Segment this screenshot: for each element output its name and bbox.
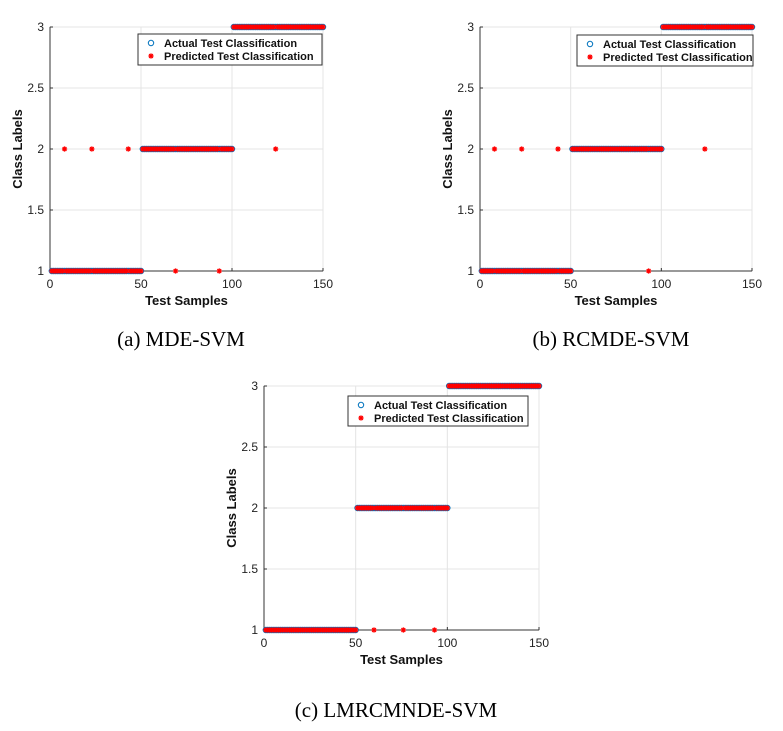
misclassified-point (172, 268, 179, 274)
misclassified-point (125, 146, 131, 152)
legend-box (576, 34, 754, 67)
legend-label-predicted: Predicted Test Classification (164, 51, 314, 63)
legend-asterisk-icon (148, 53, 154, 59)
y-tick-label: 2 (37, 142, 44, 156)
legend-label-actual: Actual Test Classification (164, 38, 297, 50)
y-axis-label: Class Labels (440, 109, 455, 189)
chart-panel-3: 0 50 100 150 1 1.5 2 2.5 3 Test Samples Class Labe… (224, 379, 549, 722)
y-axis-label: Class Labels (224, 468, 239, 548)
x-tick-label: 0 (47, 277, 54, 291)
x-tick-label: 0 (261, 636, 268, 650)
misclassified-point (61, 146, 68, 152)
x-tick-label: 150 (742, 277, 762, 291)
misclassified-point (646, 268, 652, 274)
legend-label-actual: Actual Test Classification (603, 39, 736, 51)
legend-circle-icon (357, 401, 365, 409)
x-tick-label: 100 (222, 277, 242, 291)
x-tick-label: 0 (477, 277, 484, 291)
x-tick-label: 100 (437, 636, 457, 650)
legend-asterisk-icon (358, 415, 364, 421)
figure-caption: (a) MDE-SVM (117, 327, 245, 351)
misclassified-point (519, 146, 525, 152)
x-tick-label: 50 (564, 277, 578, 291)
y-tick-label: 1.5 (457, 203, 474, 217)
chart-panel-1: 0 50 100 150 1 1.5 2 2.5 3 Test Samples Class Labe… (10, 20, 333, 351)
predicted-point (229, 146, 235, 152)
misclassified-point (273, 146, 279, 152)
misclassified-point (491, 146, 498, 152)
y-tick-label: 1.5 (27, 203, 44, 217)
y-tick-label: 3 (467, 20, 474, 34)
predicted-point (123, 268, 130, 274)
y-tick-label: 1.5 (241, 562, 258, 576)
x-tick-label: 150 (529, 636, 549, 650)
predicted-point (490, 268, 496, 274)
y-axis-label: Class Labels (10, 109, 25, 189)
predicted-point (138, 268, 144, 274)
x-axis-label: Test Samples (360, 652, 443, 667)
y-tick-label: 2.5 (457, 81, 474, 95)
y-tick-label: 2.5 (241, 440, 258, 454)
figure-caption: (c) LMRCMNDE-SVM (295, 698, 498, 722)
legend-box (347, 395, 529, 427)
legend-label-actual: Actual Test Classification (374, 400, 507, 412)
x-tick-label: 50 (349, 636, 363, 650)
predicted-point (430, 505, 436, 511)
misclassified-point (371, 627, 377, 633)
legend-circle-icon (147, 39, 155, 47)
misclassified-point (555, 146, 561, 152)
predicted-point (536, 383, 542, 389)
figure-caption: (b) RCMDE-SVM (533, 327, 690, 351)
y-tick-label: 1 (467, 264, 474, 278)
predicted-point (87, 268, 93, 274)
predicted-point (171, 146, 177, 152)
data-points (48, 23, 327, 275)
x-tick-label: 150 (313, 277, 333, 291)
predicted-point (658, 146, 664, 152)
legend-circle-icon (586, 40, 594, 48)
y-tick-label: 2.5 (27, 81, 44, 95)
predicted-point (749, 24, 755, 30)
predicted-point (517, 268, 523, 274)
x-axis-label: Test Samples (145, 293, 228, 308)
y-tick-label: 2 (467, 142, 474, 156)
misclassified-point (702, 146, 708, 152)
misclassified-point (216, 268, 222, 274)
x-axis-label: Test Samples (575, 293, 658, 308)
misclassified-point (89, 146, 95, 152)
data-points (262, 382, 543, 634)
y-tick-label: 3 (37, 20, 44, 34)
data-points (478, 23, 756, 275)
legend-box (137, 33, 323, 66)
legend-asterisk-icon (587, 54, 593, 60)
misclassified-point (431, 627, 438, 633)
y-tick-label: 3 (251, 379, 258, 393)
chart-panel-2: 0 50 100 150 1 1.5 2 2.5 3 Test Samples Class Labe… (440, 20, 762, 351)
predicted-point (398, 505, 405, 511)
predicted-point (444, 505, 450, 511)
predicted-point (568, 268, 574, 274)
y-tick-label: 1 (37, 264, 44, 278)
predicted-point (320, 24, 326, 30)
predicted-point (353, 627, 359, 633)
y-tick-label: 2 (251, 501, 258, 515)
predicted-point (700, 24, 706, 30)
legend-label-predicted: Predicted Test Classification (603, 52, 753, 64)
y-tick-label: 1 (251, 623, 258, 637)
x-tick-label: 100 (651, 277, 671, 291)
misclassified-point (400, 627, 406, 633)
legend-label-predicted: Predicted Test Classification (374, 413, 524, 425)
x-tick-label: 50 (134, 277, 148, 291)
